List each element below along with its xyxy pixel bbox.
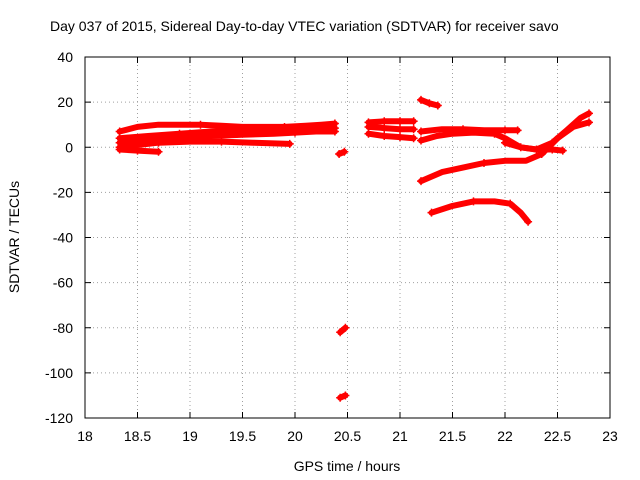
x-tick-label: 20.5 (334, 428, 361, 444)
data-series-arc-04 (115, 137, 294, 152)
data-point-marker (409, 117, 418, 126)
x-tick-label: 23 (602, 428, 618, 444)
x-axis-label: GPS time / hours (294, 458, 401, 474)
data-point-marker (312, 126, 320, 135)
data-point-marker (417, 95, 425, 104)
data-series-arc-18 (501, 138, 567, 155)
data-point-marker (409, 125, 418, 134)
data-point-marker (233, 129, 242, 138)
data-point-marker (340, 147, 349, 156)
data-point-marker (327, 125, 336, 134)
y-tick-label: 40 (57, 49, 73, 65)
data-series-arc-10 (364, 117, 418, 127)
data-point-marker (425, 99, 434, 108)
data-point-marker (480, 159, 488, 168)
data-point-marker (341, 323, 350, 332)
data-point-marker (558, 146, 567, 155)
data-point-marker (396, 117, 404, 126)
x-tick-label: 19.5 (229, 428, 256, 444)
x-tick-label: 22 (497, 428, 513, 444)
data-point-marker (217, 137, 226, 146)
chart-title: Day 037 of 2015, Sidereal Day-to-day VTE… (50, 18, 559, 34)
data-point-marker (524, 217, 533, 226)
series-line (428, 198, 532, 225)
data-point-marker (417, 127, 425, 136)
data-point-marker (433, 101, 442, 110)
grid-lines (85, 57, 610, 418)
data-point-marker (506, 199, 515, 208)
data-series-arc-08 (336, 323, 350, 337)
data-point-marker (380, 131, 389, 140)
series-line (365, 123, 417, 133)
data-point-marker (364, 122, 373, 131)
series-line (365, 118, 417, 126)
axis-ticks (84, 56, 611, 419)
data-point-marker (513, 126, 522, 135)
data-point-marker (417, 136, 425, 145)
data-point-marker (585, 118, 593, 127)
data-series-arc-17 (427, 197, 533, 226)
data-point-marker (336, 393, 345, 402)
data-point-marker (115, 127, 124, 136)
series-line (365, 130, 417, 142)
x-tick-label: 22.5 (544, 428, 571, 444)
x-tick-label: 18.5 (124, 428, 151, 444)
data-point-marker (396, 133, 404, 142)
data-series-arc-11 (364, 122, 418, 134)
x-tick-label: 19 (182, 428, 198, 444)
data-point-marker (341, 391, 350, 400)
data-point-marker (196, 120, 205, 129)
data-point-marker (469, 197, 478, 206)
data-series-arc-05 (115, 145, 163, 156)
data-series-arc-09 (336, 391, 350, 402)
y-tick-label: -20 (53, 184, 73, 200)
data-series-arc-12 (364, 129, 418, 143)
data-series-arc-13 (417, 95, 442, 110)
series-line (418, 119, 592, 185)
data-point-marker (335, 150, 344, 159)
data-series-arc-06 (233, 125, 336, 138)
data-point-marker (427, 208, 436, 217)
data-point-marker (154, 147, 163, 156)
y-tick-label: -120 (45, 410, 73, 426)
data-point-marker (380, 124, 389, 133)
data-point-marker (133, 146, 142, 155)
data-traces (115, 95, 593, 402)
data-point-marker (396, 125, 404, 134)
y-tick-label: 20 (57, 94, 73, 110)
data-point-marker (154, 138, 163, 147)
data-point-marker (490, 129, 499, 138)
y-tick-label: 0 (65, 139, 73, 155)
data-point-marker (516, 143, 525, 152)
series-line (116, 120, 338, 135)
data-point-marker (417, 177, 425, 186)
data-point-marker (585, 109, 593, 118)
data-point-marker (501, 138, 509, 147)
y-tick-label: -100 (45, 365, 73, 381)
data-point-marker (285, 139, 294, 148)
data-point-marker (532, 145, 541, 154)
tick-labels: 18 18.5 19 19.5 20 20.5 21 21.5 22 22.5 23 40 20 0 -20… (45, 49, 618, 444)
data-series-arc-16 (417, 118, 593, 186)
x-tick-label: 21 (392, 428, 408, 444)
data-point-marker (501, 126, 509, 135)
data-point-marker (270, 126, 278, 135)
series-line (116, 138, 293, 151)
x-tick-label: 18 (77, 428, 93, 444)
data-point-marker (115, 145, 124, 154)
y-tick-label: -60 (53, 275, 73, 291)
x-tick-label: 20 (287, 428, 303, 444)
data-point-marker (548, 145, 557, 154)
data-point-marker (336, 328, 345, 337)
y-axis-label: SDTVAR / TECUs (6, 181, 22, 293)
data-series-arc-07 (335, 147, 349, 159)
data-point-marker (380, 117, 389, 126)
y-tick-label: -80 (53, 320, 73, 336)
y-tick-label: -40 (53, 230, 73, 246)
data-point-marker (364, 129, 373, 138)
data-point-marker (409, 134, 418, 143)
x-tick-label: 21.5 (439, 428, 466, 444)
